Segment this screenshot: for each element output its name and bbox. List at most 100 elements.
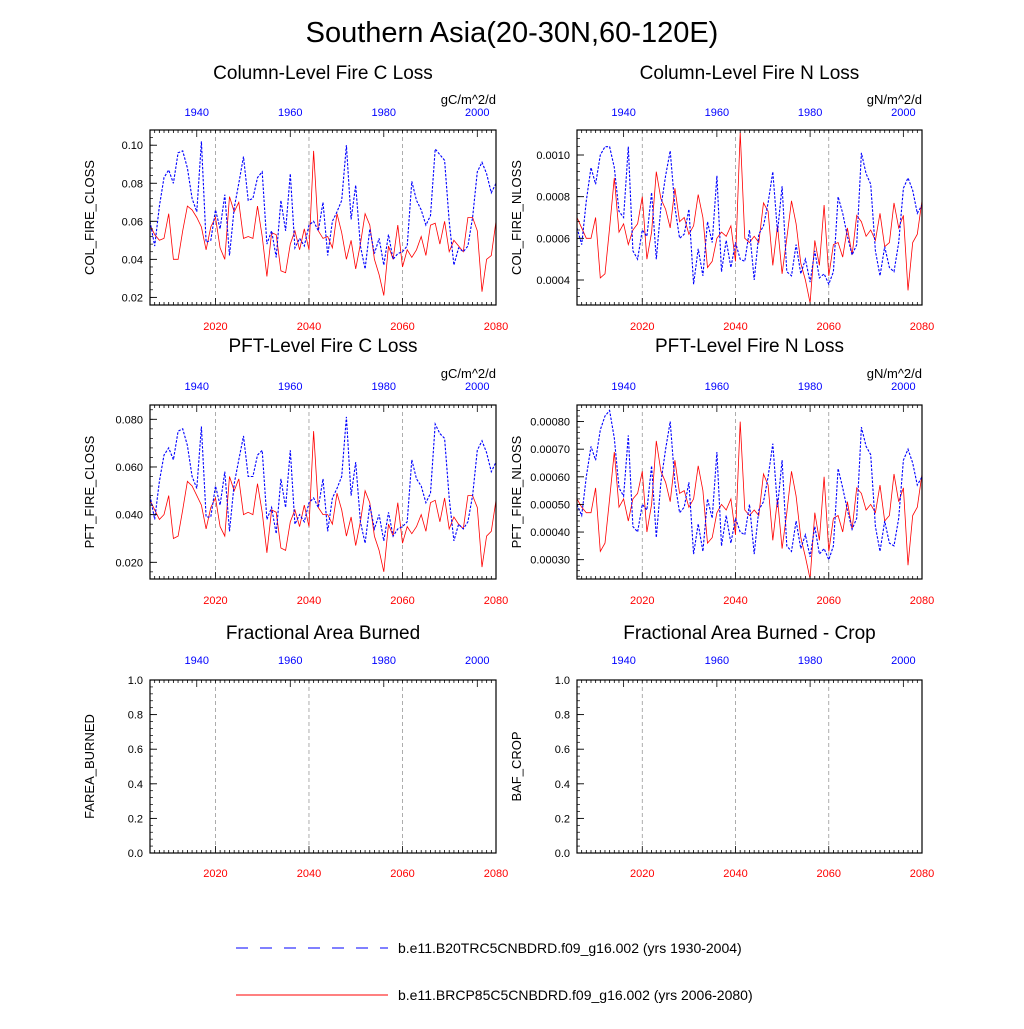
x-top-tick-label: 1980 [372, 655, 396, 667]
y-axis-label: PFT_FIRE_CLOSS [82, 435, 97, 548]
x-tick-label: 2080 [484, 868, 508, 880]
series-line-historical [150, 141, 496, 270]
y-tick-label: 0.0004 [536, 275, 570, 287]
panels: Column-Level Fire C Loss gC/m^2/d COL_FIRE… [82, 63, 934, 880]
x-tick-label: 2040 [723, 868, 747, 880]
y-tick-label: 0.0 [555, 848, 570, 860]
chart-title: Fractional Area Burned - Crop [623, 623, 875, 644]
y-tick-label: 0.2 [128, 813, 143, 825]
chart-title: Fractional Area Burned [226, 623, 420, 644]
y-tick-label: 0.00080 [530, 417, 570, 429]
y-tick-label: 0.00050 [530, 499, 570, 511]
y-axis-label: FAREA_BURNED [82, 714, 97, 819]
x-tick-label: 2060 [817, 321, 841, 333]
series-line-future [150, 150, 496, 296]
units-label: gC/m^2/d [441, 366, 496, 381]
chart-title: PFT-Level Fire N Loss [655, 336, 844, 357]
series-line-future [150, 431, 496, 572]
chart-panel-5: Fractional Area Burned FAREA_BURNED 2020 20… [82, 623, 508, 880]
x-top-tick-label: 2000 [465, 381, 489, 393]
chart-panel-2: Column-Level Fire N Loss gN/m^2/d COL_FIRE… [509, 63, 934, 333]
y-tick-label: 0.0010 [536, 150, 570, 162]
y-tick-label: 0.06 [122, 216, 143, 228]
x-tick-label: 2040 [723, 595, 747, 607]
x-tick-label: 2020 [630, 321, 654, 333]
x-tick-label: 2060 [817, 868, 841, 880]
y-axis-label: COL_FIRE_CLOSS [82, 160, 97, 275]
x-tick-label: 2020 [630, 595, 654, 607]
x-tick-label: 2080 [910, 595, 934, 607]
y-tick-label: 0.060 [115, 462, 143, 474]
x-tick-label: 2060 [390, 595, 414, 607]
y-tick-label: 0.0008 [536, 192, 570, 204]
x-top-tick-label: 1980 [798, 381, 822, 393]
y-tick-label: 0.00060 [530, 472, 570, 484]
series-line-historical [150, 416, 496, 544]
y-tick-label: 0.2 [555, 813, 570, 825]
y-tick-label: 0.02 [122, 292, 143, 304]
y-tick-label: 0.040 [115, 510, 143, 522]
x-top-tick-label: 1980 [372, 107, 396, 119]
y-axis-label: BAF_CROP [509, 731, 524, 801]
y-tick-label: 1.0 [555, 675, 570, 687]
y-tick-label: 1.0 [128, 675, 143, 687]
y-tick-label: 0.020 [115, 557, 143, 569]
y-tick-label: 0.08 [122, 178, 143, 190]
x-top-tick-label: 1940 [185, 381, 209, 393]
x-tick-label: 2060 [390, 321, 414, 333]
x-top-tick-label: 2000 [465, 655, 489, 667]
x-tick-label: 2020 [203, 321, 227, 333]
y-tick-label: 0.8 [555, 710, 570, 722]
x-top-tick-label: 1980 [798, 107, 822, 119]
y-tick-label: 0.04 [122, 254, 143, 266]
y-tick-label: 0.00030 [530, 555, 570, 567]
y-tick-label: 0.8 [128, 710, 143, 722]
x-top-tick-label: 2000 [891, 381, 915, 393]
x-top-tick-label: 1960 [705, 107, 729, 119]
x-tick-label: 2080 [910, 321, 934, 333]
y-axis-label: COL_FIRE_NLOSS [509, 160, 524, 275]
y-axis-label: PFT_FIRE_NLOSS [509, 435, 524, 548]
x-tick-label: 2060 [817, 595, 841, 607]
legend: b.e11.B20TRC5CNBDRD.f09_g16.002 (yrs 193… [236, 940, 753, 1003]
chart-title: PFT-Level Fire C Loss [229, 336, 418, 357]
x-top-tick-label: 1960 [278, 655, 302, 667]
series-line-future [577, 421, 922, 579]
units-label: gC/m^2/d [441, 92, 496, 107]
chart-panel-6: Fractional Area Burned - Crop BAF_CROP 202… [509, 623, 934, 880]
x-tick-label: 2040 [297, 868, 321, 880]
chart-title: Column-Level Fire N Loss [640, 63, 860, 84]
units-label: gN/m^2/d [867, 92, 922, 107]
y-tick-label: 0.10 [122, 140, 143, 152]
x-tick-label: 2080 [484, 595, 508, 607]
x-tick-label: 2040 [297, 321, 321, 333]
x-top-tick-label: 2000 [465, 107, 489, 119]
x-tick-label: 2020 [203, 595, 227, 607]
y-tick-label: 0.6 [555, 744, 570, 756]
chart-panel-4: PFT-Level Fire N Loss gN/m^2/d PFT_FIRE_NL… [509, 336, 934, 607]
x-top-tick-label: 2000 [891, 655, 915, 667]
figure-title: Southern Asia(20-30N,60-120E) [306, 17, 719, 49]
plot-frame [576, 404, 923, 580]
y-tick-label: 0.0 [128, 848, 143, 860]
x-tick-label: 2080 [484, 321, 508, 333]
x-top-tick-label: 1940 [611, 381, 635, 393]
x-top-tick-label: 1980 [798, 655, 822, 667]
chart-panel-1: Column-Level Fire C Loss gC/m^2/d COL_FIRE… [82, 63, 508, 333]
x-top-tick-label: 1960 [278, 107, 302, 119]
series-line-future [577, 132, 922, 303]
chart-title: Column-Level Fire C Loss [213, 63, 433, 84]
chart-panel-3: PFT-Level Fire C Loss gC/m^2/d PFT_FIRE_CL… [82, 336, 508, 607]
y-tick-label: 0.00040 [530, 527, 570, 539]
y-tick-label: 0.080 [115, 414, 143, 426]
plot-frame [576, 679, 923, 854]
x-tick-label: 2020 [203, 868, 227, 880]
x-tick-label: 2040 [723, 321, 747, 333]
x-tick-label: 2040 [297, 595, 321, 607]
x-tick-label: 2020 [630, 868, 654, 880]
x-top-tick-label: 1960 [278, 381, 302, 393]
x-top-tick-label: 1940 [185, 107, 209, 119]
legend-label-2: b.e11.BRCP85C5CNBDRD.f09_g16.002 (yrs 20… [398, 987, 753, 1003]
x-top-tick-label: 2000 [891, 107, 915, 119]
